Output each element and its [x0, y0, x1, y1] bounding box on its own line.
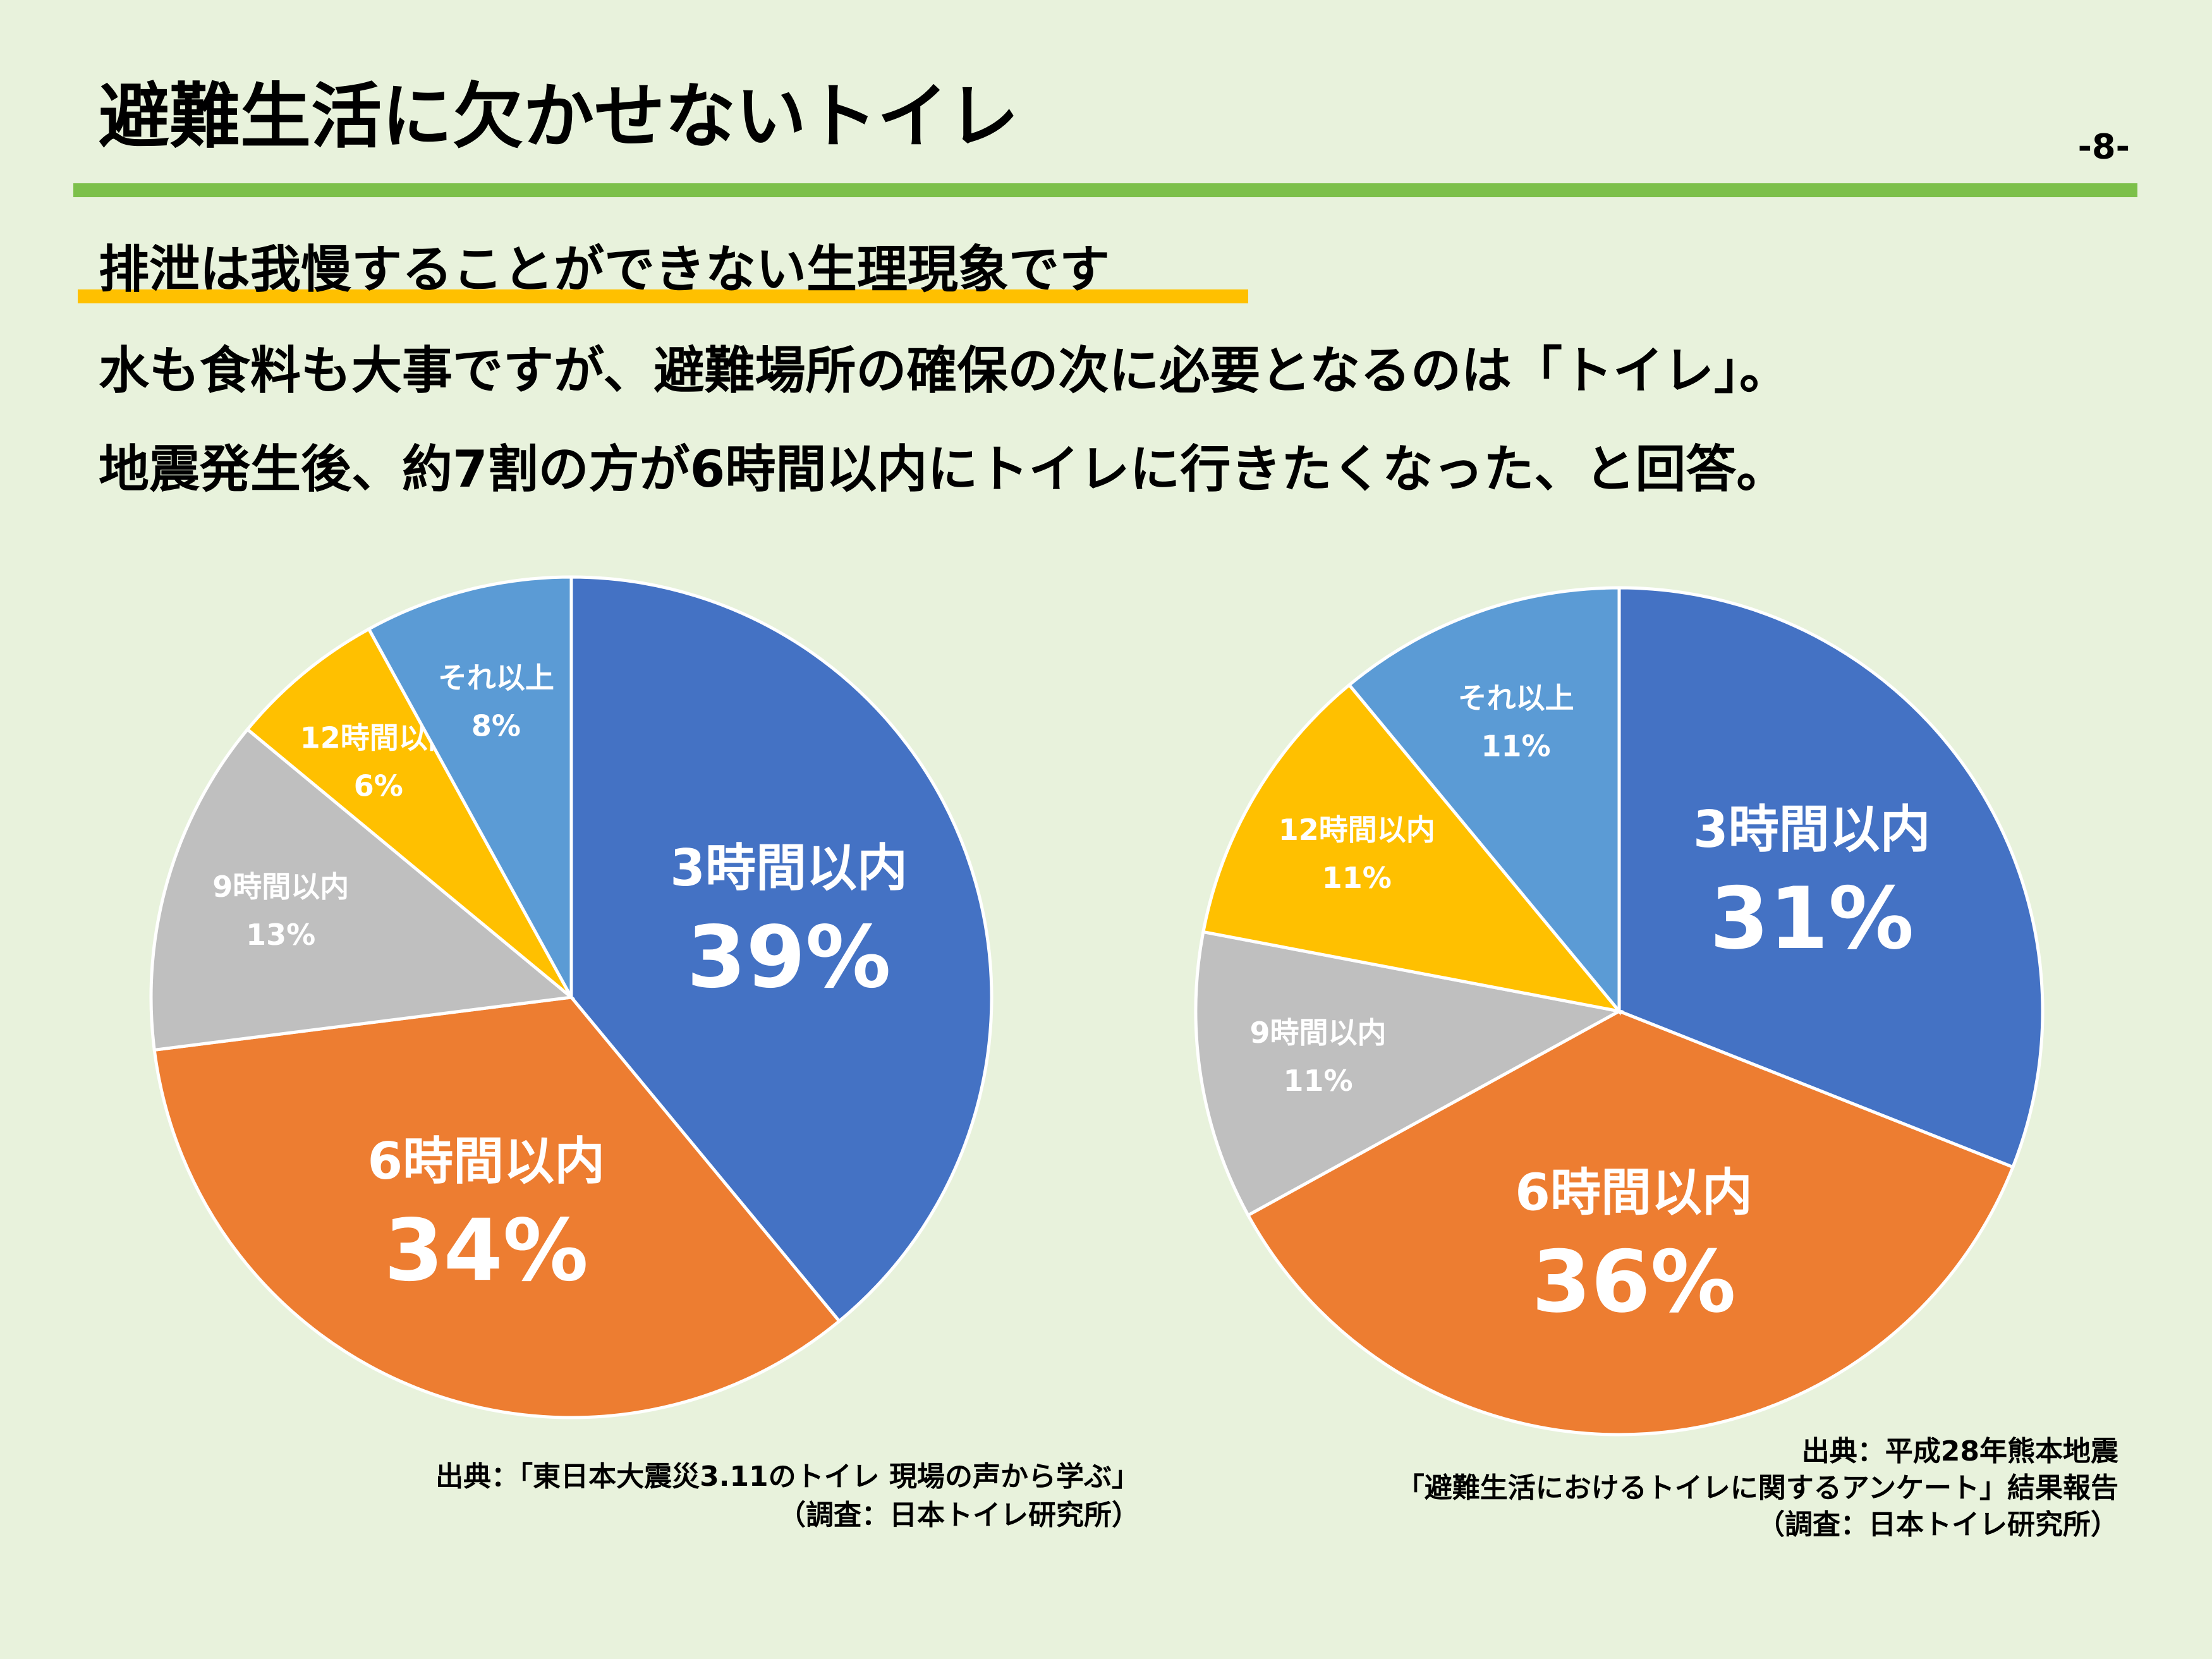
slice-category: それ以上: [1458, 681, 1574, 715]
pie-slice: [569, 575, 994, 1323]
pie-slice: [367, 575, 573, 999]
slice-category: 12時間以内: [1279, 813, 1435, 847]
pie-slice: [149, 727, 576, 1052]
slice-value: 11%: [1481, 729, 1551, 763]
page-number: -8-: [2078, 127, 2130, 167]
pie-slice: [152, 995, 842, 1419]
slice-value: 34%: [384, 1201, 588, 1300]
pie-slice: [245, 626, 573, 999]
source: 出典：平成28年熊本地震: [1802, 1435, 2119, 1468]
pie-slice: [1347, 586, 1621, 1016]
body-line: 水も食料も大事ですが、避難場所の確保の次に必要となるのは「トイレ」。: [99, 341, 1790, 400]
slice-category: 6時間以内: [368, 1132, 605, 1191]
body-line: 地震発生後、約7割の方が6時間以内にトイレに行きたくなった、と回答。: [99, 440, 1787, 499]
title-bar: [73, 183, 2137, 197]
title: 避難生活に欠かせないトイレ: [99, 76, 1019, 158]
source: （調査：日本トイレ研究所）: [1757, 1509, 2118, 1541]
slice-value: 13%: [246, 918, 315, 952]
slice-category: 9時間以内: [1250, 1016, 1387, 1050]
slice-category: それ以上: [438, 661, 554, 695]
slice-value: 11%: [1322, 861, 1392, 895]
slice-value: 11%: [1283, 1064, 1352, 1098]
pie-slice: [1617, 586, 2045, 1169]
slice-value: 6%: [354, 769, 403, 803]
slice-category: 9時間以内: [212, 870, 349, 904]
slice-category: 6時間以内: [1515, 1164, 1753, 1222]
highlight: [78, 289, 1248, 303]
slice-value: 39%: [687, 908, 891, 1007]
slice-value: 31%: [1710, 869, 1914, 968]
slice-value: 8%: [471, 709, 521, 743]
pie-slice: [1201, 683, 1624, 1014]
source: 出典：「東日本大震災3.11のトイレ 現場の声から学ぶ」: [435, 1461, 1139, 1493]
subtitle: 排泄は我慢することができない生理現象です: [99, 240, 1110, 299]
slice-value: 36%: [1532, 1232, 1736, 1332]
source: （調査：日本トイレ研究所）: [778, 1499, 1139, 1531]
source: 「避難生活におけるトイレに関するアンケート」結果報告: [1397, 1472, 2118, 1504]
slice-category: 3時間以内: [1693, 800, 1931, 859]
pie-slice: [1194, 930, 1624, 1218]
slice-category: 3時間以内: [670, 839, 908, 897]
pie-slice: [1246, 1009, 2015, 1437]
